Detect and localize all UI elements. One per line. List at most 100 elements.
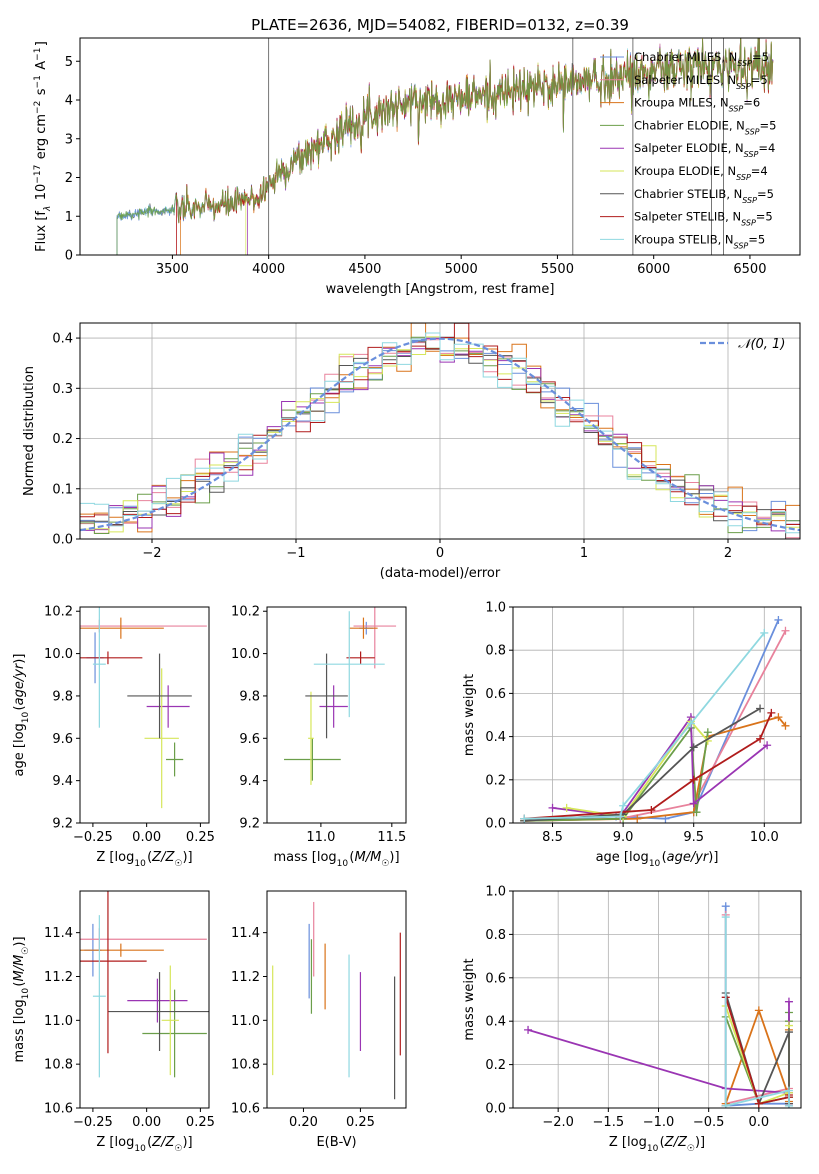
y-tick-label: 9.6 [239, 732, 260, 747]
legend-entry: Chabrier MILES, NSSP=5 [634, 50, 769, 68]
y-tick-label: 0.2 [485, 773, 506, 788]
axes-frame [512, 890, 802, 1109]
weight-marker [767, 708, 776, 717]
axes-frame [266, 606, 407, 824]
x-axis-label: Z [log10 (Z/Z☉)] [96, 1135, 192, 1154]
y-tick-label: 9.2 [239, 817, 260, 832]
axes-frame [266, 890, 407, 1109]
y-tick-label: 10.8 [44, 1058, 73, 1073]
y-axis-label: age [log10 (age/yr)] [12, 654, 31, 777]
y-tick-label: 1.0 [485, 601, 506, 616]
x-tick-label: −1.0 [643, 1115, 675, 1130]
x-tick-label: 3500 [156, 262, 189, 277]
y-tick-label: 10.2 [231, 605, 260, 620]
y-tick-label: 11.2 [231, 970, 260, 985]
x-tick-label: 0.25 [346, 1115, 375, 1130]
spectrum-line-4 [116, 38, 774, 255]
x-tick-label: 5000 [445, 262, 478, 277]
y-axis-label: Flux [fλ 10−17 erg cm−2 s−1 A−1 ] [33, 41, 53, 252]
panel-mass-vs-z: −0.25 0.00 0.25 10.6 10.8 11.0 11.2 11.4 Z [log1… [12, 890, 215, 1154]
x-tick-label: 9.0 [613, 830, 634, 845]
y-tick-label: 5 [65, 55, 73, 70]
x-tick-label: 0.00 [132, 1115, 161, 1130]
weight-marker [756, 704, 765, 713]
x-tick-label: 0.20 [289, 1115, 318, 1130]
weight-marker [756, 734, 765, 743]
weight-marker [616, 812, 625, 821]
y-tick-label: 11.4 [44, 926, 73, 941]
y-axis-label: mass weight [462, 958, 477, 1040]
legend-entry: Chabrier ELODIE, NSSP=5 [634, 118, 776, 136]
weight-marker [784, 1086, 793, 1095]
x-tick-label: 6000 [637, 262, 670, 277]
weight-marker [754, 1006, 763, 1015]
weight-marker [774, 713, 783, 722]
y-tick-label: 9.8 [52, 689, 73, 704]
axes-frame [79, 606, 210, 824]
figure-title: PLATE=2636, MJD=54082, FIBERID=0132, z=0… [251, 16, 629, 34]
weight-marker [633, 814, 642, 823]
panel-mass-weight-vs-age: 8.5 9.0 9.5 10.0 0.0 0.2 0.4 0.6 0.8 1.0 age [log1… [462, 601, 802, 869]
plot-area [80, 323, 800, 539]
x-tick-label: 6500 [733, 262, 766, 277]
weight-marker [763, 741, 772, 750]
x-tick-label: 8.5 [542, 830, 563, 845]
weight-marker [721, 913, 730, 922]
legend-entry: Kroupa ELODIE, NSSP=4 [634, 164, 768, 182]
legend-entry: Salpeter STELIB, NSSP=5 [634, 210, 773, 228]
x-tick-label: 4000 [252, 262, 285, 277]
y-tick-label: 10.0 [44, 647, 73, 662]
histogram-series-9 [80, 332, 800, 534]
grid [513, 606, 801, 824]
y-tick-label: 0.0 [485, 817, 506, 832]
y-tick-label: 0.0 [485, 1102, 506, 1117]
x-tick-label: 1 [580, 546, 588, 561]
x-tick-label: 4500 [348, 262, 381, 277]
weight-line-9 [724, 917, 790, 1107]
y-tick-label: 4 [65, 94, 73, 109]
weight-marker [703, 728, 712, 737]
x-tick-label: 0.00 [132, 830, 161, 845]
weight-line-7 [724, 992, 790, 1107]
x-axis-label: Z [log10 (Z/Z☉)] [96, 850, 192, 869]
weight-line-7 [524, 707, 761, 822]
plot-area [284, 607, 397, 785]
plot-area [116, 38, 774, 255]
weight-marker [721, 902, 730, 911]
y-tick-label: 0 [65, 249, 73, 264]
y-tick-label: 0.1 [52, 482, 73, 497]
weight-marker [689, 775, 698, 784]
weight-marker [647, 806, 656, 815]
plot-area [524, 902, 793, 1108]
legend-entry: Salpeter ELODIE, NSSP=4 [634, 141, 775, 159]
plot-area [80, 891, 209, 1078]
x-tick-label: 2 [724, 546, 732, 561]
weight-marker [784, 1028, 793, 1037]
panel-spectrum: 3500 4000 4500 5000 5500 6000 6500 0 1 2 3 4 5 wavele… [33, 37, 801, 297]
weight-line-6 [566, 720, 709, 818]
plot-area [520, 615, 790, 823]
legend-entry: Kroupa MILES, NSSP=6 [634, 96, 760, 114]
weight-marker [784, 997, 793, 1006]
axes-frame [79, 322, 801, 540]
y-tick-label: 0.4 [485, 1015, 506, 1030]
weight-marker [619, 801, 628, 810]
axes-frame [79, 890, 210, 1109]
y-tick-label: 9.4 [52, 774, 73, 789]
legend-entry: Chabrier STELIB, NSSP=5 [634, 187, 774, 205]
weight-marker [781, 626, 790, 635]
y-axis-label: mass [log10 (M/M☉)] [12, 936, 31, 1062]
plot-area [272, 901, 401, 1100]
y-tick-label: 10.6 [44, 1102, 73, 1117]
y-tick-label: 1.0 [485, 885, 506, 900]
axes-frame [79, 37, 801, 256]
axes-frame [512, 606, 802, 824]
x-tick-label: 11.5 [377, 830, 406, 845]
weight-marker [686, 719, 695, 728]
x-axis-label: (data-model)/error [380, 566, 501, 581]
x-axis-label: age [log10 (age/yr)] [596, 850, 719, 869]
y-tick-label: 0.8 [485, 644, 506, 659]
y-tick-label: 0.6 [485, 687, 506, 702]
x-tick-label: 0 [436, 546, 444, 561]
x-tick-label: −2.0 [542, 1115, 574, 1130]
